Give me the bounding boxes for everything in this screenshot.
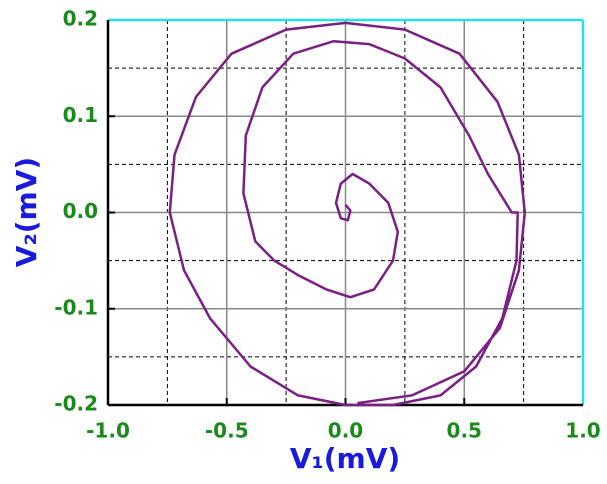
y-tick-label: 0.1 (63, 103, 98, 127)
x-tick-label: 0.5 (447, 419, 482, 443)
y-tick-label: 0.0 (63, 199, 98, 223)
x-tick-label: -1.0 (86, 419, 130, 443)
y-tick-label: -0.1 (54, 295, 98, 319)
x-axis-label: V₁(mV) (290, 442, 400, 475)
y-tick-label: -0.2 (54, 392, 98, 416)
x-tick-label: 1.0 (565, 419, 600, 443)
curve (168, 21, 527, 407)
y-axis-label: V₂(mV) (10, 157, 43, 267)
x-tick-label: -0.5 (205, 419, 249, 443)
y-tick-label: 0.2 (63, 7, 98, 31)
x-tick-label: 0.0 (328, 419, 363, 443)
